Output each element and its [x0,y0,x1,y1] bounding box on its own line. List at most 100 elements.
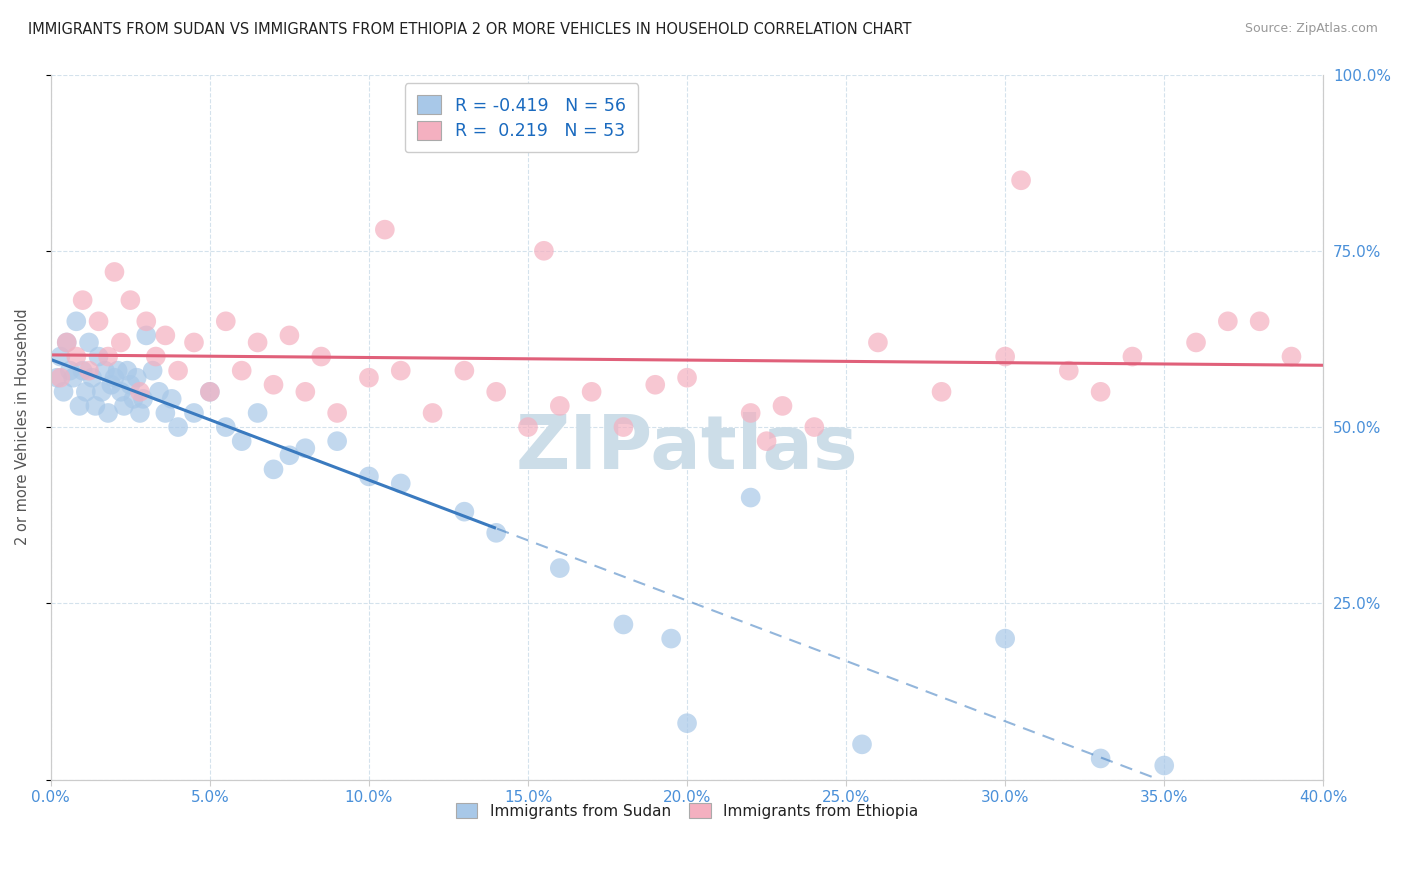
Legend: Immigrants from Sudan, Immigrants from Ethiopia: Immigrants from Sudan, Immigrants from E… [450,797,924,825]
Point [87,314,110,328]
Point [612,617,634,632]
Point [851,737,873,751]
Point [294,384,316,399]
Point [548,399,571,413]
Point [422,406,444,420]
Point [389,364,412,378]
Point [755,434,778,449]
Point [82,370,104,384]
Point [644,377,666,392]
Point [231,364,253,378]
Point [231,434,253,449]
Point [866,335,889,350]
Point [278,448,301,462]
Point [581,384,603,399]
Point [183,406,205,420]
Point [263,462,285,476]
Point [160,392,183,406]
Point [135,314,157,328]
Point [357,370,380,384]
Point [1090,751,1112,765]
Point [120,377,142,392]
Point [55,335,77,350]
Point [803,420,825,434]
Point [72,364,94,378]
Point [485,384,508,399]
Point [69,399,91,413]
Point [62,370,84,384]
Point [1216,314,1239,328]
Point [389,476,412,491]
Point [75,384,97,399]
Point [129,384,152,399]
Point [215,420,238,434]
Point [263,377,285,392]
Point [740,406,762,420]
Point [167,420,190,434]
Point [155,406,177,420]
Point [931,384,953,399]
Point [357,469,380,483]
Point [132,392,155,406]
Point [103,370,125,384]
Point [52,384,75,399]
Point [90,384,112,399]
Point [107,364,129,378]
Point [994,632,1017,646]
Point [278,328,301,343]
Point [72,293,94,307]
Point [110,384,132,399]
Point [659,632,682,646]
Point [453,364,475,378]
Point [49,370,72,384]
Point [326,434,349,449]
Point [115,364,138,378]
Point [77,364,100,378]
Point [994,350,1017,364]
Y-axis label: 2 or more Vehicles in Household: 2 or more Vehicles in Household [15,309,30,545]
Point [326,406,349,420]
Point [517,420,540,434]
Point [676,716,699,731]
Point [772,399,794,413]
Point [1090,384,1112,399]
Point [120,293,142,307]
Point [142,364,165,378]
Point [183,335,205,350]
Text: Source: ZipAtlas.com: Source: ZipAtlas.com [1244,22,1378,36]
Point [65,314,87,328]
Point [453,505,475,519]
Point [198,384,221,399]
Point [215,314,238,328]
Point [112,399,135,413]
Text: IMMIGRANTS FROM SUDAN VS IMMIGRANTS FROM ETHIOPIA 2 OR MORE VEHICLES IN HOUSEHOL: IMMIGRANTS FROM SUDAN VS IMMIGRANTS FROM… [28,22,911,37]
Point [84,399,107,413]
Point [155,328,177,343]
Point [533,244,555,258]
Point [110,335,132,350]
Point [122,392,145,406]
Point [167,364,190,378]
Point [1057,364,1080,378]
Point [46,370,69,384]
Point [100,377,122,392]
Point [77,335,100,350]
Text: ZIPatlas: ZIPatlas [516,412,859,484]
Point [125,370,148,384]
Point [87,350,110,364]
Point [246,335,269,350]
Point [1249,314,1271,328]
Point [94,364,117,378]
Point [103,265,125,279]
Point [1281,350,1303,364]
Point [145,350,167,364]
Point [135,328,157,343]
Point [676,370,699,384]
Point [97,406,120,420]
Point [65,350,87,364]
Point [374,222,396,236]
Point [740,491,762,505]
Point [1185,335,1208,350]
Point [1121,350,1143,364]
Point [129,406,152,420]
